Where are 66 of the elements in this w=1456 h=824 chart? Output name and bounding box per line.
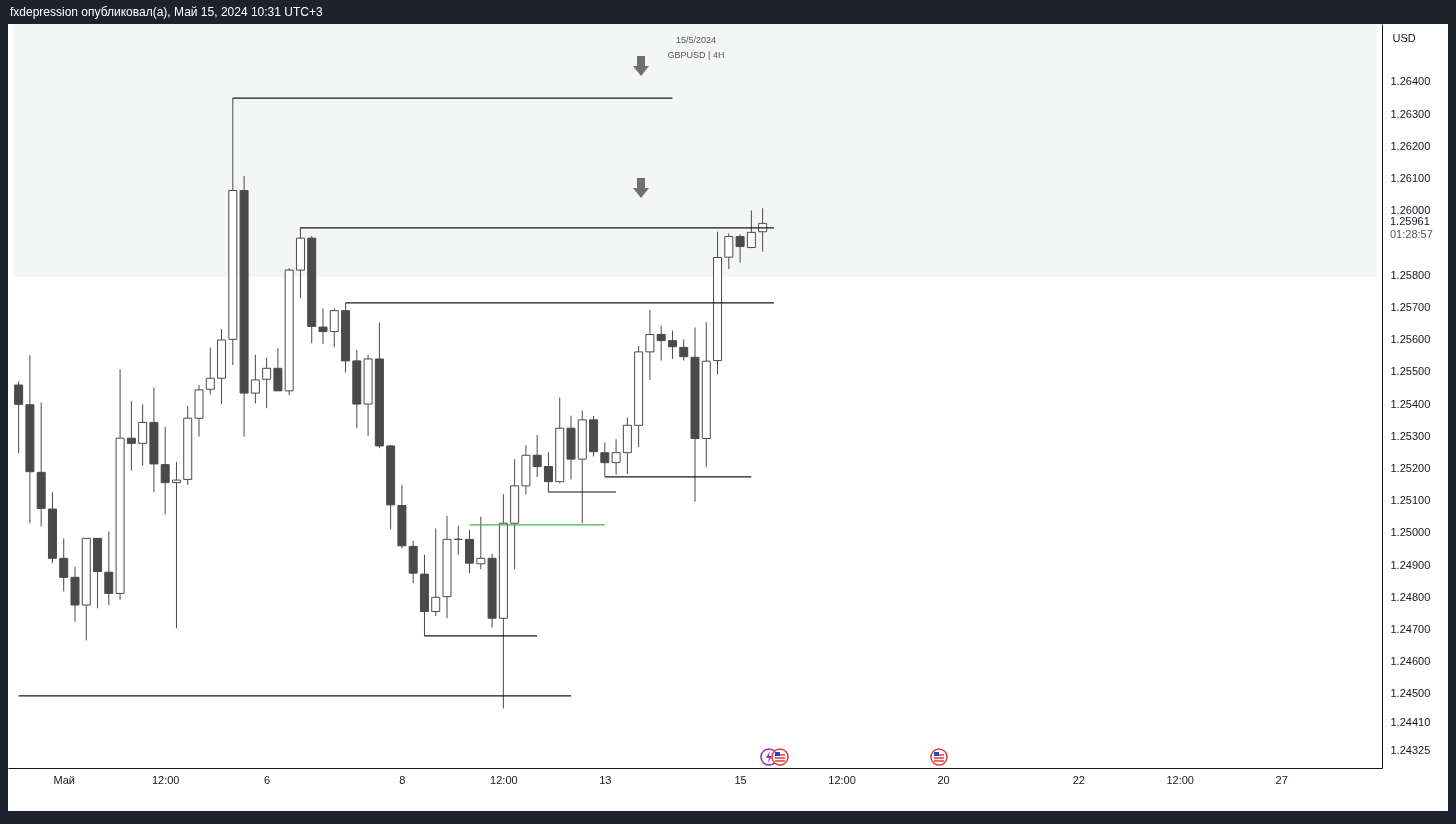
candlestick — [465, 529, 475, 574]
y-tick-label: 1.26000 — [1390, 204, 1431, 217]
y-tick-label: 1.24325 — [1390, 743, 1431, 756]
candlestick — [329, 307, 339, 348]
x-tick-label: 12:00 — [828, 773, 856, 786]
candlestick — [205, 347, 215, 395]
y-tick-label: 1.26300 — [1390, 107, 1431, 120]
candlestick — [600, 441, 610, 478]
y-tick-label: 1.25600 — [1390, 333, 1431, 346]
candlestick — [138, 403, 148, 467]
x-tick-label: 13 — [599, 773, 612, 786]
candlestick — [611, 438, 621, 476]
candlestick — [318, 307, 328, 345]
y-tick-label: 1.25500 — [1390, 365, 1431, 378]
candlestick — [724, 232, 734, 270]
x-tick-label: 12:00 — [490, 773, 518, 786]
candlestick — [273, 347, 283, 392]
y-tick-label: 1.24900 — [1390, 558, 1431, 571]
y-tick-label: 1.25700 — [1390, 300, 1431, 313]
candlestick — [104, 531, 114, 606]
text: GBPUSD | 4H — [667, 50, 725, 60]
candlestick — [160, 426, 170, 515]
candlestick — [735, 233, 745, 264]
candlestick — [59, 537, 69, 592]
y-tick-label: 1.25300 — [1390, 429, 1431, 442]
candlestick — [250, 354, 260, 404]
candlestick — [746, 209, 756, 249]
y-tick-label: 1.25400 — [1390, 397, 1431, 410]
candlestick — [667, 330, 677, 360]
text: 15/5/2024 — [675, 35, 717, 45]
y-tick-label: 1.24600 — [1390, 655, 1431, 668]
y-tick-label: 1.26100 — [1390, 172, 1431, 185]
y-tick-label: 1.26200 — [1390, 139, 1431, 152]
y-axis-title: USD — [1392, 31, 1416, 44]
candlestick — [679, 338, 689, 362]
x-tick-label: 12:00 — [151, 773, 180, 786]
candlestick — [171, 461, 181, 629]
text: fxdepression опубликовал(а), Май 15, 2024 10:31 UTC+3 — [10, 5, 323, 19]
x-tick-label: 12:00 — [1166, 773, 1194, 786]
x-tick-label: 6 — [264, 773, 271, 786]
y-tick-label: 1.24500 — [1390, 687, 1431, 700]
y-tick-label: 1.25100 — [1390, 494, 1431, 507]
candlestick — [262, 357, 272, 409]
text: 1.25961 — [1390, 215, 1431, 228]
candlestick — [431, 527, 441, 617]
x-tick-label: 22 — [1072, 773, 1085, 786]
y-tick-label: 1.24410 — [1390, 716, 1431, 729]
text: 01:28:57 — [1390, 228, 1433, 241]
candlestick — [14, 381, 24, 454]
y-tick-label: 1.24800 — [1390, 590, 1431, 603]
candlestick — [645, 309, 655, 381]
candlestick — [126, 400, 136, 472]
y-tick-label: 1.25000 — [1390, 526, 1431, 539]
candlestick — [656, 325, 666, 362]
x-tick-label: 20 — [937, 773, 950, 786]
x-tick-label: 27 — [1275, 773, 1288, 786]
candlestick — [543, 451, 553, 493]
x-tick-label: 8 — [399, 773, 406, 786]
y-tick-label: 1.25200 — [1390, 461, 1431, 474]
candlestick — [532, 434, 542, 478]
y-tick-label: 1.26400 — [1390, 75, 1431, 88]
x-tick-label: Май — [53, 773, 76, 786]
candlestick — [476, 516, 486, 570]
y-tick-label: 1.24700 — [1390, 623, 1431, 636]
y-tick-label: 1.25800 — [1390, 268, 1431, 281]
x-tick-label: 15 — [734, 773, 747, 786]
